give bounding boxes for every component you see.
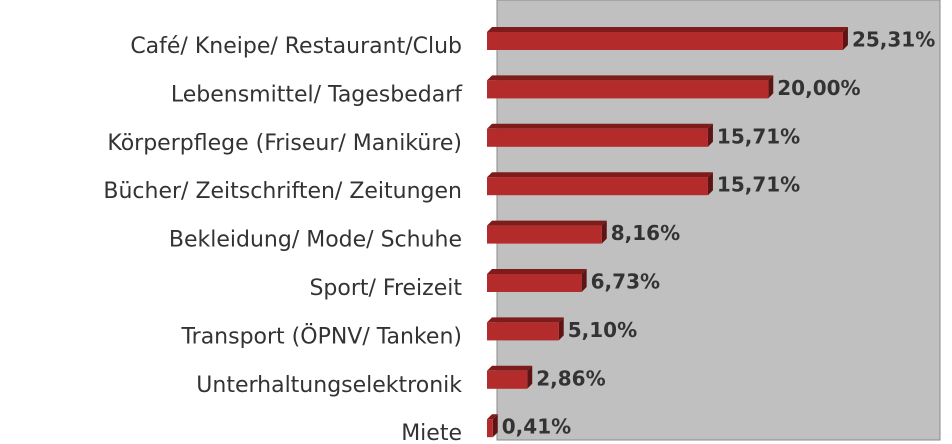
bar-top: [487, 365, 533, 371]
bar: [487, 414, 498, 438]
bar-face: [487, 419, 493, 438]
category-label: Miete: [401, 421, 462, 444]
category-label: Bücher/ Zeitschriften/ Zeitungen: [103, 179, 462, 204]
bar-face: [487, 177, 708, 196]
bar: [487, 75, 774, 99]
bar-top: [487, 27, 848, 32]
bar: [487, 172, 713, 196]
value-label: 8,16%: [611, 221, 680, 245]
bar-side: [527, 365, 533, 389]
category-label: Unterhaltungselektronik: [196, 373, 462, 398]
bar-top: [487, 172, 713, 178]
value-label: 15,71%: [717, 124, 800, 148]
bar-face: [487, 80, 769, 99]
value-label: 6,73%: [591, 270, 660, 294]
plot-area: [496, 0, 941, 441]
bar-face: [487, 128, 708, 147]
bar-top: [487, 123, 713, 129]
bar-side: [601, 220, 607, 244]
value-label: 0,41%: [502, 415, 571, 439]
value-label: 20,00%: [777, 76, 860, 100]
category-label: Bekleidung/ Mode/ Schuhe: [169, 228, 462, 253]
value-label: 5,10%: [568, 318, 637, 342]
bar-side: [492, 414, 498, 438]
bar-side: [768, 75, 774, 99]
bar-top: [487, 414, 498, 420]
bar-side: [707, 172, 713, 196]
value-label: 25,31%: [852, 28, 935, 52]
bar-side: [581, 269, 587, 292]
bar-top: [487, 269, 587, 274]
bar: [487, 317, 564, 341]
bar-top: [487, 75, 774, 81]
bar: [487, 27, 848, 50]
bar-side: [842, 27, 848, 50]
bar-face: [487, 225, 602, 244]
bar-face: [487, 322, 559, 341]
bar-face: [487, 32, 843, 50]
bar: [487, 365, 533, 389]
category-label: Café/ Kneipe/ Restaurant/Club: [130, 34, 462, 59]
bar-top: [487, 220, 607, 226]
bar: [487, 123, 713, 147]
bar-side: [558, 317, 564, 341]
value-label: 2,86%: [536, 366, 605, 390]
bar-face: [487, 370, 528, 389]
bar: [487, 269, 587, 292]
bar-side: [707, 123, 713, 147]
bar-face: [487, 274, 582, 292]
category-label: Transport (ÖPNV/ Tanken): [180, 323, 462, 349]
category-label: Sport/ Freizeit: [309, 276, 462, 301]
value-label: 15,71%: [717, 173, 800, 197]
bar-top: [487, 317, 564, 323]
bar: [487, 220, 607, 244]
category-label: Lebensmittel/ Tagesbedarf: [171, 82, 463, 107]
category-label: Körperpflege (Friseur/ Maniküre): [107, 131, 462, 156]
